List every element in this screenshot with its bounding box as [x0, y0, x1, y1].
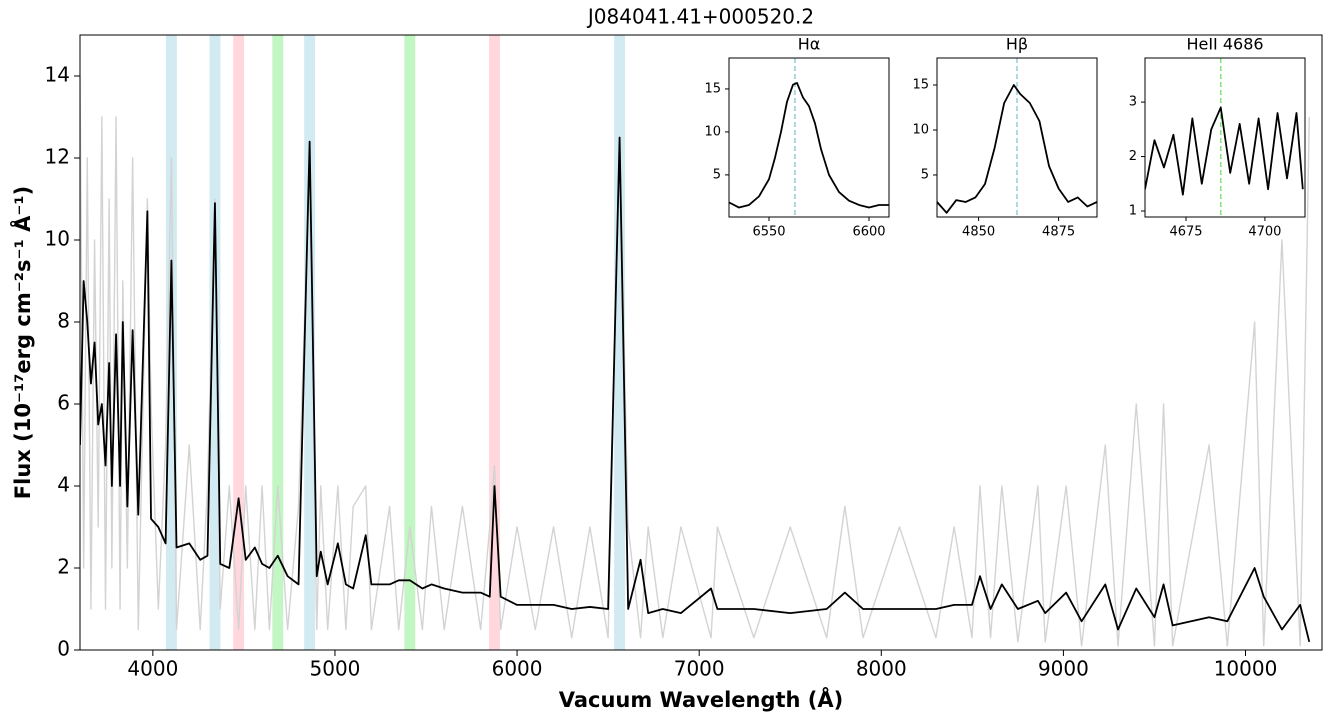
line-band [233, 35, 245, 650]
y-tick-label: 10 [912, 122, 929, 137]
x-tick-label: 4850 [962, 225, 995, 240]
x-tick-label: 7000 [674, 657, 725, 681]
x-tick-label: 5000 [310, 657, 361, 681]
x-tick-label: 6600 [852, 225, 885, 240]
line-band [304, 35, 316, 650]
plot-area [80, 35, 1311, 650]
y-tick-label: 1 [1129, 204, 1137, 219]
inset-title: Hβ [1006, 35, 1028, 54]
x-tick-label: 6550 [752, 225, 785, 240]
line-band [209, 35, 221, 650]
axes-frame [79, 34, 1323, 651]
y-axis-label: Flux (10⁻¹⁷erg cm⁻²s⁻¹ Å⁻¹) [10, 186, 35, 499]
x-tick-label: 4675 [1169, 225, 1202, 240]
y-tick-label: 6 [57, 391, 70, 415]
line-band [404, 35, 416, 650]
spectrum-line [80, 136, 1311, 643]
y-tick-label: 15 [704, 81, 721, 96]
axes-frame [1144, 57, 1306, 218]
y-tick-label: 14 [45, 63, 70, 87]
inset-title: Hα [798, 35, 821, 54]
y-tick-label: 3 [1129, 95, 1137, 110]
plot-area [1145, 58, 1304, 217]
inset-background [937, 58, 1097, 217]
x-tick-label: 4700 [1248, 225, 1281, 240]
y-tick-label: 0 [57, 637, 70, 661]
y-tick-label: 15 [912, 77, 929, 92]
line-band [489, 35, 500, 650]
y-tick-label: 10 [704, 124, 721, 139]
y-tick-label: 2 [57, 555, 70, 579]
inset-background [729, 58, 889, 217]
x-tick-label: 4000 [127, 657, 178, 681]
chart-title: J084041.41+000520.2 [586, 5, 814, 29]
x-tick-label: 8000 [856, 657, 907, 681]
spectrum-line [80, 75, 1310, 647]
axes-frame [728, 57, 890, 218]
x-tick-label: 4875 [1042, 225, 1075, 240]
x-tick-label: 10000 [1214, 657, 1278, 681]
y-tick-label: 4 [57, 473, 70, 497]
axes-frame [936, 57, 1098, 218]
inset-title: HeII 4686 [1186, 35, 1263, 54]
line-band [165, 35, 177, 650]
line-band [614, 35, 626, 650]
plot-area [937, 58, 1097, 217]
line-band [272, 35, 284, 650]
y-tick-label: 5 [713, 167, 721, 182]
x-tick-label: 9000 [1038, 657, 1089, 681]
y-tick-label: 8 [57, 309, 70, 333]
y-tick-label: 5 [921, 167, 929, 182]
y-tick-label: 12 [45, 145, 70, 169]
x-tick-label: 6000 [492, 657, 543, 681]
spectrum-line [729, 82, 889, 209]
spectrum-line [937, 84, 1097, 214]
y-tick-label: 10 [45, 227, 70, 251]
plot-area [729, 58, 889, 217]
y-tick-label: 2 [1129, 149, 1137, 164]
spectrum-line [1145, 106, 1304, 196]
x-axis-label: Vacuum Wavelength (Å) [559, 687, 844, 712]
